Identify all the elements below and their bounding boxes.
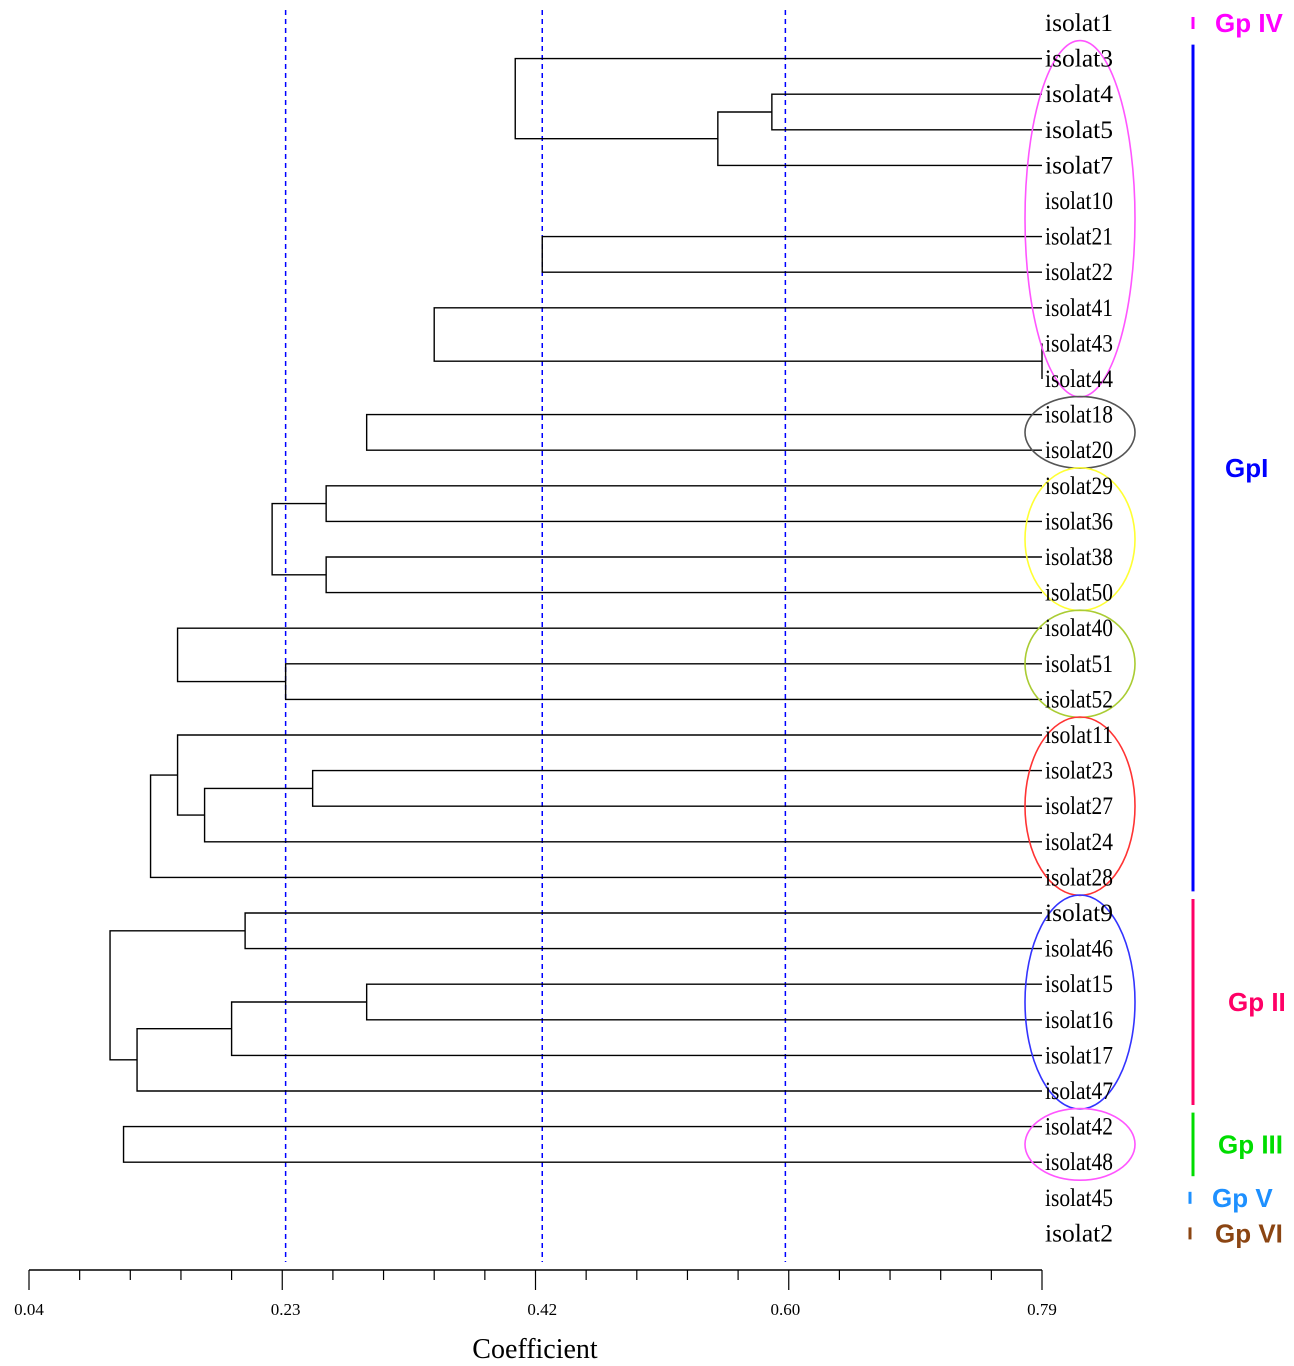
merge-branch-12 — [244, 912, 1042, 950]
leaf-label-isolat22: isolat22 — [1045, 259, 1113, 286]
group-label-1: GpI — [1225, 453, 1268, 483]
group-label-0: Gp IV — [1215, 8, 1284, 38]
leaf-label-isolat48: isolat48 — [1045, 1149, 1113, 1176]
leaf-label-isolat27: isolat27 — [1045, 793, 1113, 820]
leaf-label-isolat29: isolat29 — [1045, 473, 1113, 500]
merge-branch-27 — [122, 1125, 1042, 1163]
leaf-label-isolat21: isolat21 — [1045, 224, 1113, 251]
leaf-label-isolat5: isolat5 — [1045, 117, 1113, 144]
highlight-ellipses — [1024, 39, 1136, 1181]
merge-branch-2 — [717, 111, 1042, 167]
leaf-labels: isolat1 isolat3 isolat4 isolat5 isolat7 isola… — [1045, 10, 1114, 1247]
merge-branch-5 — [433, 307, 1042, 362]
group-label-5: Gp VI — [1215, 1218, 1283, 1248]
leaf-label-isolat52: isolat52 — [1045, 686, 1113, 713]
merge-branch-6 — [365, 983, 1042, 1021]
x-tick-label-1: 0.23 — [271, 1300, 301, 1319]
leaf-label-isolat17: isolat17 — [1045, 1042, 1113, 1069]
leaf-label-isolat46: isolat46 — [1045, 936, 1113, 963]
group-annotations: Gp IV GpI Gp II Gp III Gp V Gp VI — [1188, 8, 1286, 1248]
merge-branch-9 — [311, 769, 1042, 807]
x-axis-title: Coefficient — [472, 1334, 598, 1365]
leaf-label-isolat7: isolat7 — [1045, 152, 1113, 179]
leaf-label-isolat47: isolat47 — [1045, 1078, 1113, 1105]
leaf-label-isolat43: isolat43 — [1045, 330, 1113, 357]
merge-branch-8 — [325, 556, 1042, 594]
leaf-label-isolat45: isolat45 — [1045, 1185, 1113, 1212]
x-tick-label-2: 0.42 — [527, 1300, 557, 1319]
leaf-label-isolat42: isolat42 — [1045, 1114, 1113, 1141]
highlight-ellipse-6 — [1024, 1107, 1136, 1181]
merge-branch-19 — [203, 787, 1042, 843]
leaf-label-isolat20: isolat20 — [1045, 437, 1113, 464]
leaf-label-isolat50: isolat50 — [1045, 580, 1113, 607]
merge-branch-4 — [514, 57, 1042, 140]
x-axis: 0.04 0.23 0.42 0.60 0.79 — [14, 1269, 1057, 1319]
leaf-label-isolat24: isolat24 — [1045, 829, 1113, 856]
merge-branch-25 — [109, 930, 246, 1061]
x-tick-label-3: 0.60 — [770, 1300, 800, 1319]
highlight-ellipse-5 — [1024, 894, 1136, 1110]
leaf-label-isolat51: isolat51 — [1045, 651, 1113, 678]
merge-branch-1 — [771, 93, 1042, 131]
group-label-4: Gp V — [1212, 1183, 1273, 1213]
leaf-label-isolat44: isolat44 — [1045, 366, 1113, 393]
merge-branch-20 — [176, 734, 1042, 816]
leaf-label-isolat38: isolat38 — [1045, 544, 1113, 571]
group-label-2: Gp II — [1228, 987, 1286, 1017]
leaf-label-isolat36: isolat36 — [1045, 508, 1113, 535]
merge-branch-3 — [541, 235, 1042, 273]
leaf-label-isolat4: isolat4 — [1045, 81, 1114, 108]
leaf-label-isolat16: isolat16 — [1045, 1007, 1113, 1034]
merge-branch-10 — [325, 485, 1042, 523]
merge-branch-16 — [271, 502, 327, 576]
leaf-label-isolat41: isolat41 — [1045, 295, 1113, 322]
leaf-label-isolat1: isolat1 — [1045, 10, 1113, 37]
merge-branch-22 — [149, 774, 1042, 879]
leaf-label-isolat3: isolat3 — [1045, 46, 1113, 73]
leaf-label-isolat10: isolat10 — [1045, 188, 1113, 215]
x-tick-label-0: 0.04 — [14, 1300, 44, 1319]
leaf-label-isolat40: isolat40 — [1045, 615, 1113, 642]
group-label-3: Gp III — [1218, 1129, 1283, 1159]
leaf-label-isolat15: isolat15 — [1045, 971, 1113, 998]
leaf-label-isolat18: isolat18 — [1045, 402, 1113, 429]
leaf-label-isolat23: isolat23 — [1045, 758, 1113, 785]
x-tick-label-4: 0.79 — [1027, 1300, 1057, 1319]
merge-branch-18 — [176, 627, 1042, 683]
leaf-label-isolat2: isolat2 — [1045, 1220, 1113, 1247]
reference-lines — [284, 10, 787, 1262]
merge-branch-23 — [230, 1001, 1042, 1057]
leaf-label-isolat9: isolat9 — [1045, 900, 1113, 927]
leaf-label-isolat28: isolat28 — [1045, 864, 1113, 891]
dendrogram-tree — [109, 57, 1043, 1163]
merge-branch-24 — [136, 1028, 1042, 1092]
leaf-label-isolat11: isolat11 — [1045, 722, 1113, 749]
merge-branch-11 — [284, 663, 1042, 701]
merge-branch-7 — [365, 413, 1042, 451]
